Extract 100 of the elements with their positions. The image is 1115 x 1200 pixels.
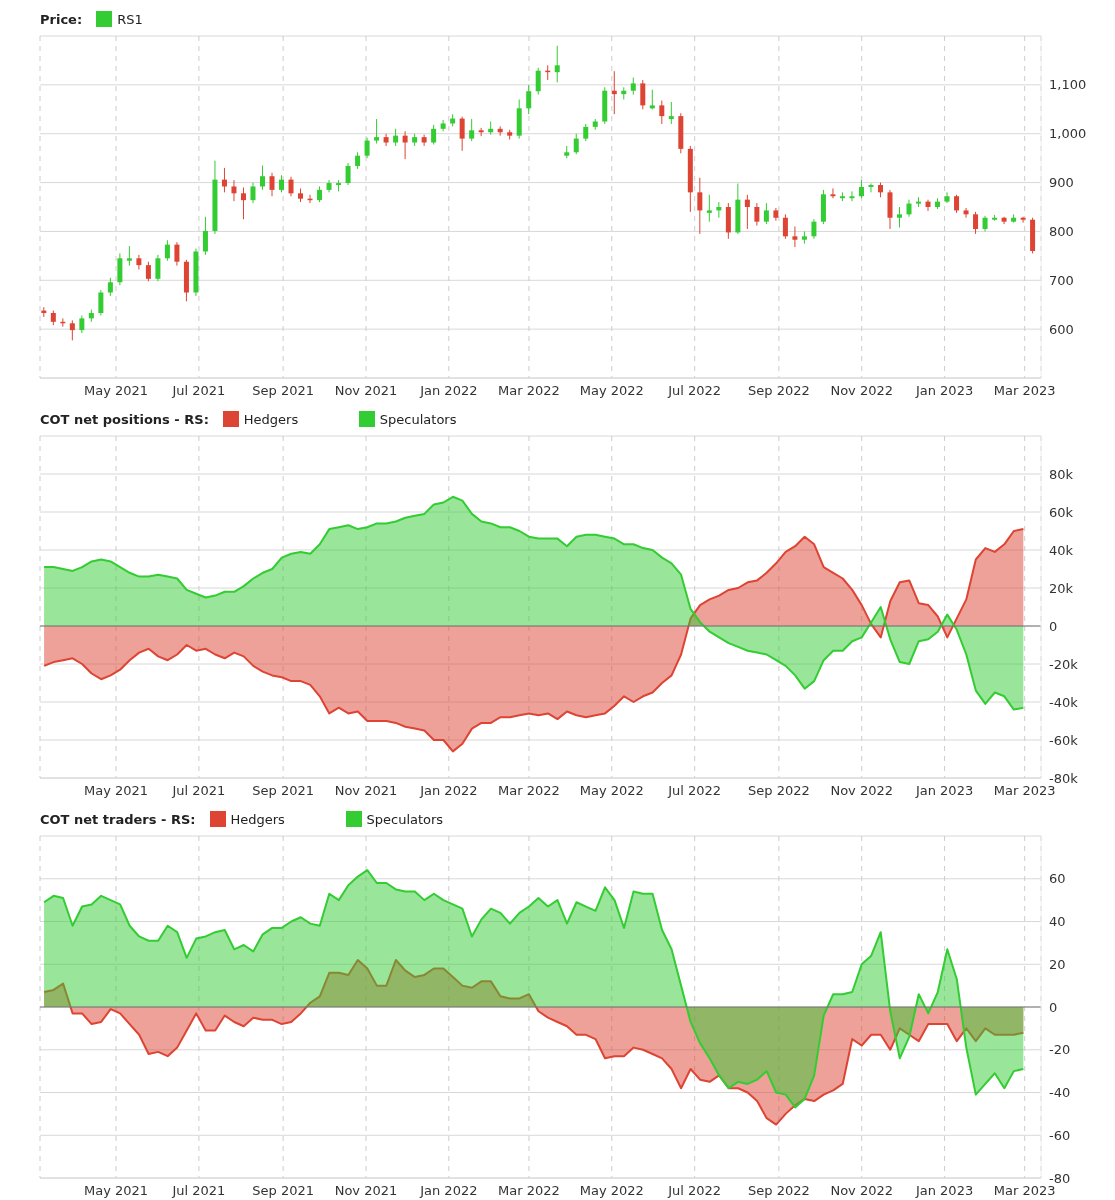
x-tick-label: Jan 2022	[419, 383, 478, 399]
candlestick	[811, 218, 817, 240]
y-tick-label: 60k	[1049, 504, 1074, 520]
x-tick-label: Jul 2022	[667, 1183, 722, 1199]
legend-label: Speculators	[379, 411, 457, 427]
y-tick-label: -20k	[1049, 656, 1079, 672]
candlestick	[668, 101, 674, 125]
y-tick-label: 600	[1049, 321, 1074, 337]
x-tick-label: May 2022	[579, 383, 644, 399]
candlestick	[830, 187, 836, 199]
x-tick-label: Sep 2022	[748, 783, 810, 799]
candlestick	[1020, 216, 1026, 224]
y-tick-label: 80k	[1049, 466, 1074, 482]
x-tick-label: Jul 2022	[667, 783, 722, 799]
candlestick	[744, 194, 750, 230]
candlestick	[440, 119, 446, 132]
candlestick	[954, 194, 960, 214]
y-tick-label: 1,000	[1049, 126, 1087, 142]
candlestick	[117, 252, 123, 286]
candlestick	[164, 239, 170, 262]
x-tick-label: Sep 2022	[748, 383, 810, 399]
candlestick	[649, 89, 655, 110]
x-tick-label: Jul 2021	[171, 783, 226, 799]
candlestick	[374, 118, 380, 144]
x-tick-label: Mar 2023	[993, 1183, 1056, 1199]
candlestick	[383, 133, 389, 147]
y-tick-label: 700	[1049, 272, 1074, 288]
candlestick	[535, 67, 541, 96]
x-tick-label: Mar 2023	[993, 783, 1056, 799]
x-tick-label: Jan 2022	[419, 783, 478, 799]
candlestick	[858, 179, 864, 199]
y-tick-label: -40k	[1049, 694, 1079, 710]
candlestick	[126, 245, 132, 267]
y-tick-label: 20	[1049, 956, 1066, 972]
candlestick	[868, 183, 874, 193]
x-tick-label: Nov 2021	[334, 1183, 398, 1199]
candlestick	[573, 133, 579, 155]
candlestick	[469, 118, 475, 142]
legend-label: RS1	[117, 11, 143, 27]
y-tick-label: 1,100	[1049, 77, 1087, 93]
x-tick-label: May 2021	[84, 783, 149, 799]
x-tick-label: Nov 2022	[830, 383, 894, 399]
x-tick-label: Jul 2021	[171, 383, 226, 399]
candlestick	[963, 207, 969, 219]
candlestick	[364, 137, 370, 159]
y-tick-label: 900	[1049, 175, 1074, 191]
candlestick	[402, 130, 408, 160]
x-tick-label: Nov 2021	[334, 383, 398, 399]
chart-title: COT net positions - RS:	[40, 411, 209, 427]
candlestick	[792, 226, 798, 248]
x-tick-label: May 2022	[579, 783, 644, 799]
candlestick	[288, 176, 294, 197]
y-tick-label: -80	[1049, 1170, 1071, 1186]
x-tick-label: Jul 2021	[171, 1183, 226, 1199]
candlestick	[231, 179, 237, 202]
legend-label: Hedgers	[243, 411, 299, 427]
candlestick	[250, 182, 256, 204]
x-tick-label: Mar 2022	[498, 1183, 560, 1199]
x-tick-label: Mar 2022	[498, 383, 560, 399]
candlestick	[421, 134, 427, 147]
x-tick-label: Sep 2021	[252, 383, 314, 399]
x-tick-label: Jan 2023	[914, 783, 974, 799]
candlestick	[782, 213, 788, 240]
y-tick-label: -20	[1049, 1042, 1071, 1058]
legend-label: Speculators	[366, 811, 444, 827]
y-tick-label: 0	[1049, 999, 1058, 1015]
x-tick-label: Mar 2023	[993, 383, 1056, 399]
candlestick	[896, 206, 902, 229]
candlestick	[136, 254, 142, 271]
candlestick	[345, 162, 351, 186]
y-tick-label: -60k	[1049, 732, 1079, 748]
candlestick	[640, 79, 646, 110]
candlestick	[754, 202, 760, 227]
chart-title: COT net traders - RS:	[40, 811, 196, 827]
x-tick-label: Jan 2023	[914, 383, 974, 399]
y-tick-label: -60	[1049, 1127, 1071, 1143]
candlestick	[145, 261, 151, 282]
chart-title: Price:	[40, 11, 83, 27]
candlestick	[240, 186, 246, 220]
candlestick	[431, 124, 437, 145]
candlestick	[526, 84, 532, 115]
candlestick	[459, 116, 465, 152]
x-tick-label: Sep 2022	[748, 1183, 810, 1199]
candlestick	[944, 191, 950, 204]
x-tick-label: May 2022	[579, 1183, 644, 1199]
x-tick-label: Jul 2022	[667, 383, 722, 399]
candlestick	[107, 277, 113, 297]
x-tick-label: Sep 2021	[252, 783, 314, 799]
x-tick-label: Sep 2021	[252, 1183, 314, 1199]
candlestick	[174, 241, 180, 267]
candlestick	[155, 254, 161, 282]
candlestick	[259, 164, 265, 191]
y-tick-label: 40k	[1049, 542, 1074, 558]
candlestick	[98, 289, 104, 316]
y-tick-label: -80k	[1049, 770, 1079, 786]
x-tick-label: Jan 2023	[914, 1183, 974, 1199]
candlestick	[202, 216, 208, 256]
y-tick-label: 60	[1049, 871, 1066, 887]
x-tick-label: Nov 2022	[830, 1183, 894, 1199]
candlestick	[849, 190, 855, 202]
